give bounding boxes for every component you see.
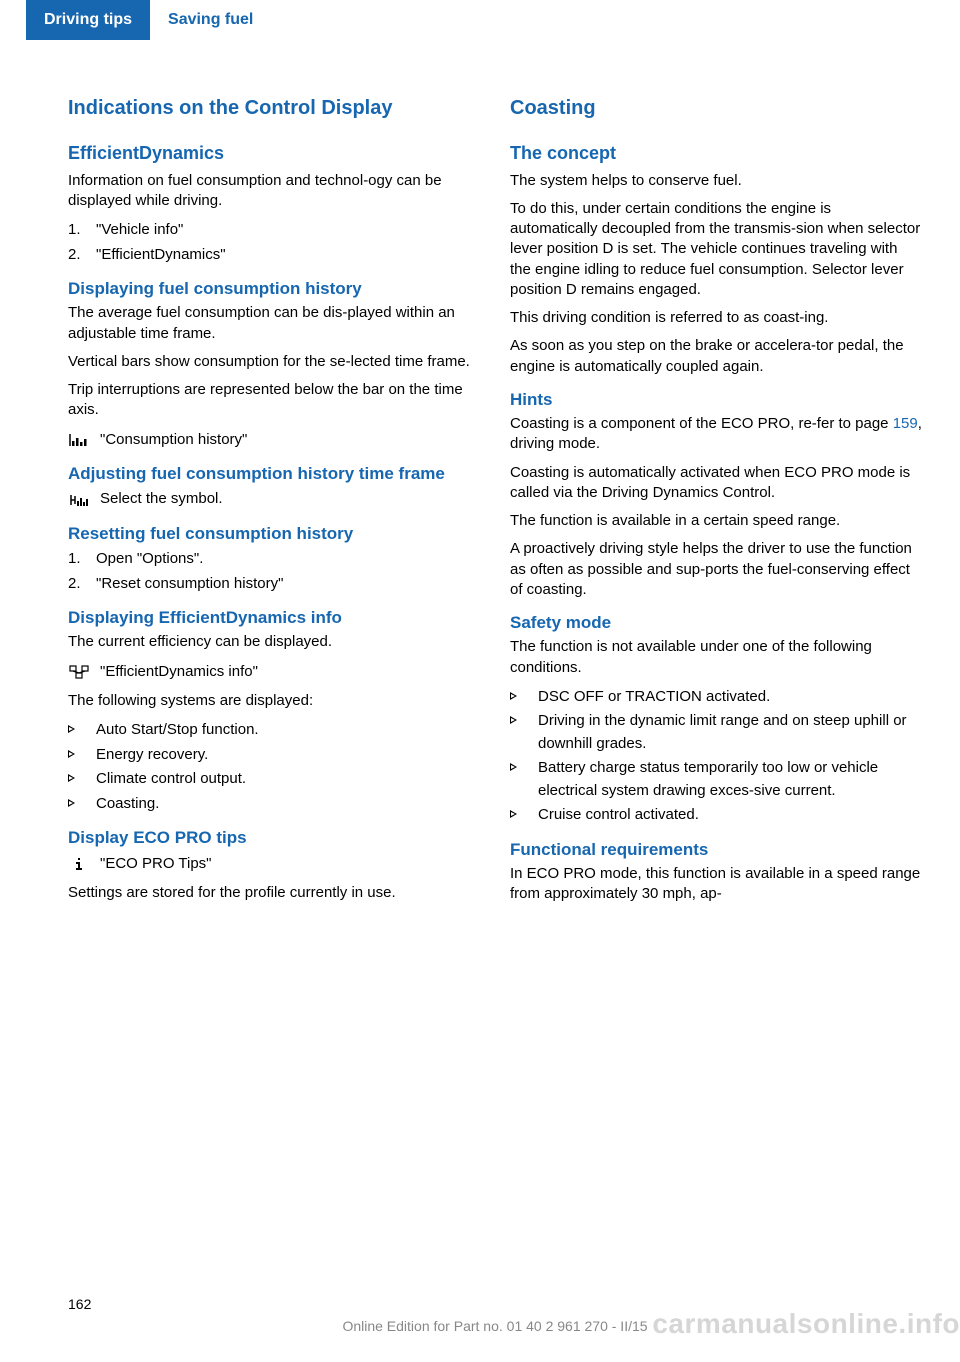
list-text: Cruise control activated. bbox=[538, 804, 699, 827]
para: Settings are stored for the profile curr… bbox=[68, 883, 480, 903]
list-number: 2. bbox=[68, 573, 96, 596]
icon-label: Select the symbol. bbox=[100, 488, 223, 511]
list-text: Energy recovery. bbox=[96, 744, 208, 767]
para: The average fuel consumption can be dis‐… bbox=[68, 303, 480, 344]
list-item: Cruise control activated. bbox=[510, 804, 922, 827]
triangle-marker-icon bbox=[510, 804, 538, 827]
header-bar: Driving tips Saving fuel bbox=[26, 0, 928, 40]
para: This driving condition is referred to as… bbox=[510, 308, 922, 328]
heading-display-ecopro-tips: Display ECO PRO tips bbox=[68, 827, 480, 848]
heading-concept: The concept bbox=[510, 142, 922, 165]
triangle-marker-icon bbox=[68, 768, 96, 791]
info-icon bbox=[68, 856, 100, 872]
list-item: Driving in the dynamic limit range and o… bbox=[510, 710, 922, 755]
heading-indications: Indications on the Control Display bbox=[68, 96, 480, 120]
list-text: Auto Start/Stop function. bbox=[96, 719, 259, 742]
list-item: Auto Start/Stop function. bbox=[68, 719, 480, 742]
bullet-list: DSC OFF or TRACTION activated. Driving i… bbox=[510, 686, 922, 827]
list-number: 1. bbox=[68, 219, 96, 242]
list-item: 2."Reset consumption history" bbox=[68, 573, 480, 596]
heading-display-history: Displaying fuel consumption history bbox=[68, 278, 480, 299]
para: The system helps to conserve fuel. bbox=[510, 171, 922, 191]
list-text: Coasting. bbox=[96, 793, 159, 816]
para: To do this, under certain conditions the… bbox=[510, 199, 922, 300]
icon-label: "EfficientDynamics info" bbox=[100, 661, 258, 684]
para: The current efficiency can be displayed. bbox=[68, 632, 480, 652]
heading-coasting: Coasting bbox=[510, 96, 922, 120]
heading-safety-mode: Safety mode bbox=[510, 612, 922, 633]
header-topic-label: Saving fuel bbox=[150, 0, 271, 40]
list-number: 2. bbox=[68, 244, 96, 267]
para: Coasting is a component of the ECO PRO, … bbox=[510, 414, 922, 455]
list-text: Driving in the dynamic limit range and o… bbox=[538, 710, 922, 755]
triangle-marker-icon bbox=[510, 710, 538, 755]
para: Trip interruptions are represented below… bbox=[68, 380, 480, 421]
list-item: DSC OFF or TRACTION activated. bbox=[510, 686, 922, 709]
heading-reset-history: Resetting fuel consumption history bbox=[68, 523, 480, 544]
select-symbol-icon bbox=[68, 492, 100, 508]
numbered-list: 1."Vehicle info" 2."EfficientDynamics" bbox=[68, 219, 480, 266]
page-content: Indications on the Control Display Effic… bbox=[0, 40, 960, 913]
para: Information on fuel consumption and tech… bbox=[68, 171, 480, 212]
heading-efficientdynamics: EfficientDynamics bbox=[68, 142, 480, 165]
list-text: DSC OFF or TRACTION activated. bbox=[538, 686, 770, 709]
bullet-list: Auto Start/Stop function. Energy recover… bbox=[68, 719, 480, 815]
list-item: Climate control output. bbox=[68, 768, 480, 791]
icon-label: "Consumption history" bbox=[100, 429, 247, 452]
list-text: Battery charge status temporarily too lo… bbox=[538, 757, 922, 802]
para: As soon as you step on the brake or acce… bbox=[510, 336, 922, 377]
numbered-list: 1.Open "Options". 2."Reset consumption h… bbox=[68, 548, 480, 595]
para: In ECO PRO mode, this function is availa… bbox=[510, 864, 922, 905]
text-span: Coasting is a component of the ECO PRO, … bbox=[510, 415, 893, 432]
list-item: 1."Vehicle info" bbox=[68, 219, 480, 242]
list-text: "Reset consumption history" bbox=[96, 573, 283, 596]
para: A proactively driving style helps the dr… bbox=[510, 539, 922, 600]
list-text: "EfficientDynamics" bbox=[96, 244, 226, 267]
para: The function is available in a certain s… bbox=[510, 511, 922, 531]
para: Vertical bars show consumption for the s… bbox=[68, 352, 480, 372]
list-text: "Vehicle info" bbox=[96, 219, 183, 242]
heading-display-ed-info: Displaying EfficientDynamics info bbox=[68, 607, 480, 628]
triangle-marker-icon bbox=[510, 757, 538, 802]
bar-chart-icon bbox=[68, 432, 100, 448]
triangle-marker-icon bbox=[68, 744, 96, 767]
para: The following systems are displayed: bbox=[68, 691, 480, 711]
icon-label: "ECO PRO Tips" bbox=[100, 853, 212, 876]
list-text: Open "Options". bbox=[96, 548, 203, 571]
list-text: Climate control output. bbox=[96, 768, 246, 791]
heading-functional-requirements: Functional requirements bbox=[510, 839, 922, 860]
icon-line: "EfficientDynamics info" bbox=[68, 661, 480, 684]
page-link[interactable]: 159 bbox=[893, 415, 918, 432]
icon-line: "ECO PRO Tips" bbox=[68, 853, 480, 876]
list-item: Battery charge status temporarily too lo… bbox=[510, 757, 922, 802]
icon-line: Select the symbol. bbox=[68, 488, 480, 511]
heading-adjust-timeframe: Adjusting fuel consumption history time … bbox=[68, 463, 480, 484]
list-item: Coasting. bbox=[68, 793, 480, 816]
left-column: Indications on the Control Display Effic… bbox=[68, 96, 480, 913]
watermark: carmanualsonline.info bbox=[652, 1308, 960, 1340]
right-column: Coasting The concept The system helps to… bbox=[510, 96, 922, 913]
list-number: 1. bbox=[68, 548, 96, 571]
header-section-label: Driving tips bbox=[26, 0, 150, 40]
efficientdynamics-icon bbox=[68, 664, 100, 680]
triangle-marker-icon bbox=[68, 793, 96, 816]
list-item: 1.Open "Options". bbox=[68, 548, 480, 571]
list-item: 2."EfficientDynamics" bbox=[68, 244, 480, 267]
para: The function is not available under one … bbox=[510, 637, 922, 678]
heading-hints: Hints bbox=[510, 389, 922, 410]
triangle-marker-icon bbox=[510, 686, 538, 709]
triangle-marker-icon bbox=[68, 719, 96, 742]
icon-line: "Consumption history" bbox=[68, 429, 480, 452]
para: Coasting is automatically activated when… bbox=[510, 463, 922, 504]
list-item: Energy recovery. bbox=[68, 744, 480, 767]
